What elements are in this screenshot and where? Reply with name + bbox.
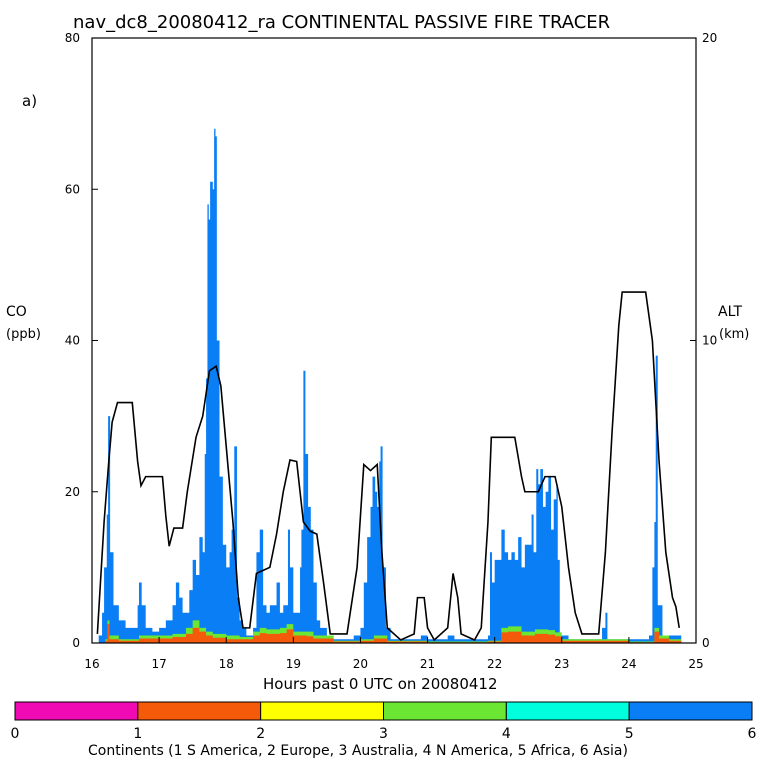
panel-label: a): [22, 92, 38, 110]
x-tick-label: 16: [84, 657, 99, 671]
altitude-layer: [96, 291, 681, 642]
colorbar-swatch-3: [383, 701, 507, 721]
x-tick-label: 19: [286, 657, 301, 671]
colorbar-tick-label: 1: [133, 726, 142, 742]
x-tick-label: 20: [353, 657, 368, 671]
colorbar-label: Continents (1 S America, 2 Europe, 3 Aus…: [88, 743, 628, 759]
colorbar-tick-label: 5: [625, 726, 634, 742]
altitude-line: [96, 291, 681, 642]
co-series-0: [95, 128, 682, 643]
x-axis-label: Hours past 0 UTC on 20080412: [263, 675, 498, 693]
colorbar-swatch-1: [137, 701, 262, 721]
colorbar-swatch-4: [505, 701, 630, 721]
co-series-2: [95, 624, 682, 643]
colorbar-tick-label: 0: [11, 726, 20, 742]
y-left-tick-label: 80: [65, 31, 80, 45]
x-tick-label: 17: [151, 657, 166, 671]
chart-title: nav_dc8_20080412_ra CONTINENTAL PASSIVE …: [73, 12, 611, 33]
x-tick-label: 24: [621, 657, 636, 671]
y-right-tick-label: 0: [702, 636, 710, 650]
y-left-tick-label: 40: [65, 334, 80, 348]
colorbar-tick-label: 3: [379, 726, 388, 742]
colorbar-swatch-0: [14, 701, 139, 721]
colorbar-tick-label: 4: [502, 726, 511, 742]
x-tick-label: 22: [487, 657, 502, 671]
x-tick-label: 23: [554, 657, 569, 671]
x-tick-label: 25: [688, 657, 703, 671]
x-tick-label: 18: [219, 657, 234, 671]
co-bars-layer: [95, 128, 682, 643]
y-right-label-line2: (km): [719, 327, 750, 342]
y-left-tick-label: 0: [72, 636, 80, 650]
colorbar-tick-label: 6: [748, 726, 757, 742]
y-right-tick-label: 10: [702, 334, 717, 348]
continent-colorbar: 0 1 2 3 4 5 6: [11, 701, 757, 742]
axis-ticks: 16 17 18 19 20 21 22 23 24 25 0 20 40 60 80 0 10 20: [65, 31, 718, 671]
colorbar-swatch-5: [628, 701, 753, 721]
y-left-tick-label: 20: [65, 485, 80, 499]
y-right-tick-label: 20: [702, 31, 717, 45]
colorbar-tick-label: 2: [256, 726, 265, 742]
y-left-tick-label: 60: [65, 182, 80, 196]
y-right-label-line1: ALT: [718, 304, 743, 320]
colorbar-swatch-2: [260, 701, 384, 721]
y-left-label-line2: (ppb): [6, 327, 41, 342]
x-tick-label: 21: [420, 657, 435, 671]
y-left-label-line1: CO: [6, 304, 27, 320]
